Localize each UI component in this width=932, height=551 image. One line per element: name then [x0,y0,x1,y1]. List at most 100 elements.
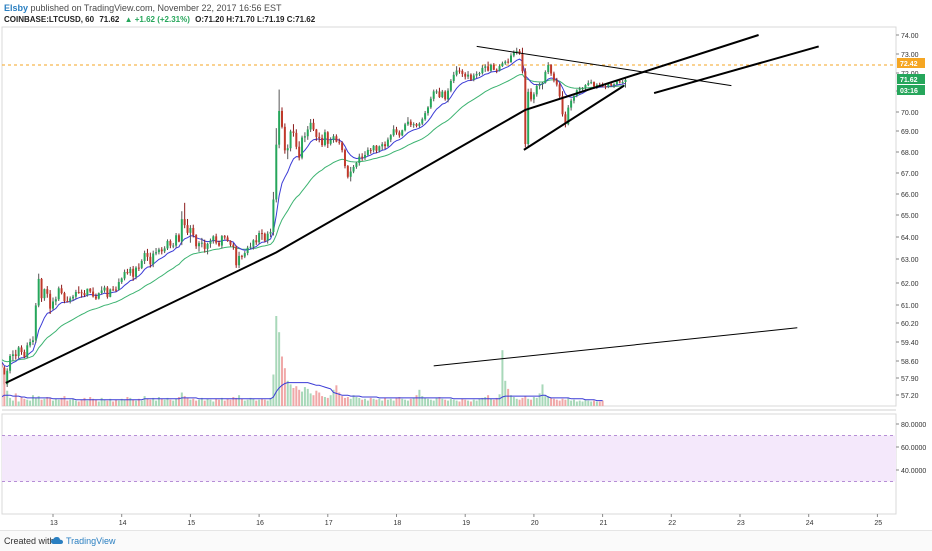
volume-bar [361,399,364,406]
candle [258,230,261,245]
candle-body [484,66,487,68]
volume-bar [149,399,152,406]
time-tick-label: 22 [668,520,676,527]
candle [172,242,175,249]
volume-bar [177,397,180,406]
candle [269,228,272,238]
tradingview-brand[interactable]: TradingView [66,536,116,546]
price-tick-label: 68.00 [901,150,919,157]
candle-body [152,253,155,265]
candle [89,288,92,294]
candle [521,47,524,74]
candle-body [375,145,378,151]
volume-bar [166,397,169,406]
candle [458,67,461,74]
candle [492,63,495,71]
volume-bar [564,399,567,406]
candle-body [521,53,524,72]
candle [74,289,77,299]
candle [72,294,75,302]
candle [366,147,369,157]
candle-body [146,253,149,257]
candle-body [489,64,492,71]
candle [303,132,306,143]
candle [266,231,269,244]
candle [515,47,518,55]
candle [309,119,312,133]
candle-body [200,242,203,244]
author-name[interactable]: Elsby [4,3,29,13]
time-tick-label: 24 [806,520,814,527]
candle-body [266,233,269,241]
volume-bar [120,398,123,406]
candle-body [255,240,258,243]
candle [518,49,521,55]
candle [206,242,209,255]
candle-body [547,65,550,73]
volume-bar [298,389,301,406]
candle-body [467,74,470,77]
candle-body [309,122,312,130]
candle [40,277,43,302]
candle [472,73,475,82]
candle [415,123,418,128]
rsi-tick-label: 60.0000 [901,445,926,452]
candle-body [487,66,490,71]
time-tick-label: 18 [394,520,402,527]
candle-body [341,142,344,151]
volume-bar [143,396,146,406]
volume-bar [246,399,249,406]
volume-bar [74,400,77,406]
volume-bar [409,398,412,406]
candle-body [355,162,358,167]
candle [398,130,401,138]
candle [544,70,547,84]
volume-bar [266,400,269,406]
candle-body [332,136,335,141]
candle-body [412,124,415,126]
candle [192,224,195,238]
candle [212,235,215,244]
price-badge-label: 72.42 [900,61,918,68]
candle [444,90,447,101]
price-tick-label: 59.40 [901,340,919,347]
candle [37,273,40,308]
chart-canvas[interactable]: 74.0073.0072.0071.0070.0069.0068.0067.00… [0,0,932,530]
volume-bar [346,397,349,406]
time-tick-label: 14 [119,520,127,527]
volume-bar [40,399,43,406]
candle [278,89,281,149]
candle-body [421,119,424,124]
candle-body [384,144,387,147]
candle-body [512,52,515,56]
footer-bar: Created with TradingView [0,530,932,551]
candle [69,296,72,304]
candle [255,235,258,245]
candle [312,118,315,131]
volume-bar [43,398,46,406]
candle-body [123,271,126,279]
candle-body [209,240,212,244]
volume-bar [83,397,86,406]
volume-bar [112,401,115,406]
candle-body [392,129,395,136]
volume-bar [538,393,541,406]
volume-bar [395,397,398,406]
candle-body [223,236,226,238]
candle [481,65,484,75]
candle [375,145,378,154]
candle-body [570,100,573,108]
rsi-tick-label: 40.0000 [901,468,926,475]
candle-body [89,288,92,292]
candle [54,296,57,306]
candle [60,284,63,295]
candle-body [438,91,441,98]
price-tick-label: 62.00 [901,281,919,288]
candle-body [235,246,238,266]
candle [570,98,573,111]
candle [177,233,180,243]
volume-bar [295,386,298,406]
price-tick-label: 67.00 [901,171,919,178]
candle-body [206,243,209,249]
candle [6,368,9,387]
